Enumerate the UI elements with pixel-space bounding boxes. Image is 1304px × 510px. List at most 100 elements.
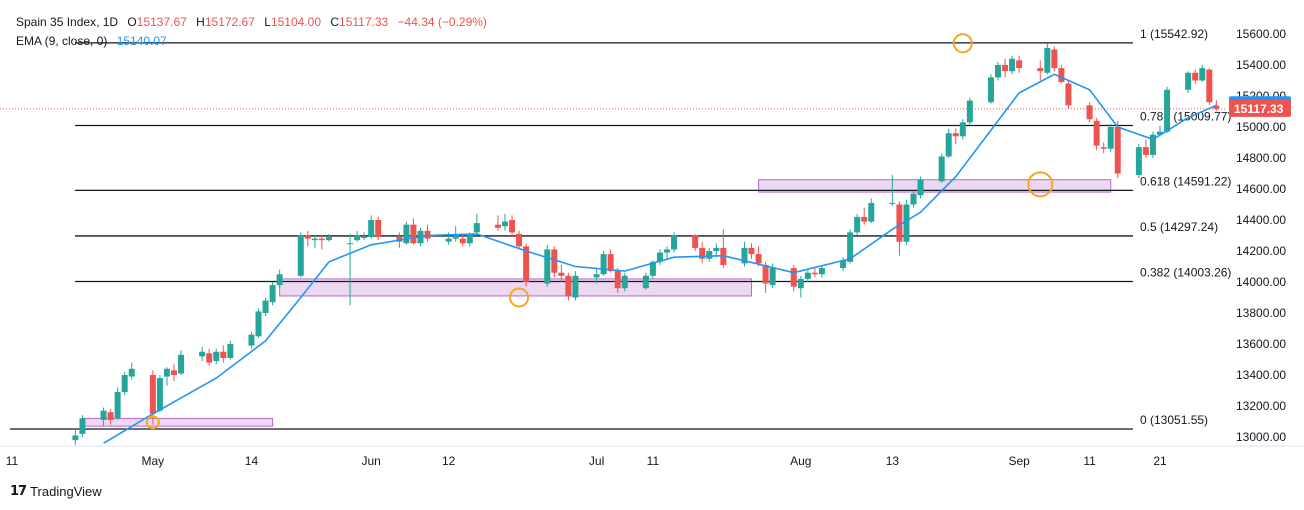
candle-body xyxy=(1149,134,1156,155)
candle-body xyxy=(572,275,579,298)
candle-body xyxy=(600,254,607,275)
x-tick-label: 21 xyxy=(1153,454,1167,468)
candle-body xyxy=(114,392,121,419)
y-tick-label: 15600.00 xyxy=(1236,27,1286,41)
chart-header: Spain 35 Index, 1D O15137.67 H15172.67 L… xyxy=(16,15,493,29)
candle-body xyxy=(938,156,945,182)
candle-body xyxy=(121,375,128,393)
x-tick-label: Aug xyxy=(790,454,811,468)
candle-body xyxy=(671,235,678,250)
candle-body xyxy=(1114,127,1121,174)
candle-body xyxy=(213,351,220,362)
candle-body xyxy=(656,252,663,262)
candle-body xyxy=(621,275,628,289)
candle-body xyxy=(325,237,332,241)
candle-body xyxy=(1100,147,1107,149)
y-tick-label: 13400.00 xyxy=(1236,368,1286,382)
candle-body xyxy=(220,351,227,358)
candle-body xyxy=(614,271,621,289)
fib-level-label: 0.5 (14297.24) xyxy=(1140,220,1218,234)
y-tick-label: 14200.00 xyxy=(1236,244,1286,258)
ohlc-open: O15137.67 xyxy=(127,15,187,29)
candle-body xyxy=(699,247,706,259)
candle-body xyxy=(494,224,501,228)
ema-label: EMA (9, close, 0) xyxy=(16,34,108,48)
candle-body xyxy=(1142,147,1149,155)
x-tick-label: 13 xyxy=(886,454,900,468)
y-tick-label: 13000.00 xyxy=(1236,430,1286,444)
candle-body xyxy=(368,220,375,238)
candle-body xyxy=(1065,83,1072,106)
fib-level-label: 0.382 (14003.26) xyxy=(1140,265,1231,279)
support-zone xyxy=(758,179,1112,193)
candle-body xyxy=(811,272,818,275)
candle-body xyxy=(100,410,107,420)
ema-legend[interactable]: EMA (9, close, 0) 15140.07 xyxy=(16,34,173,48)
candle-body xyxy=(1164,89,1171,132)
candle-body xyxy=(410,224,417,244)
candle-body xyxy=(354,235,361,241)
x-tick-label: 11 xyxy=(647,454,660,468)
y-tick-label: 14400.00 xyxy=(1236,213,1286,227)
candle-body xyxy=(199,351,206,357)
candle-body xyxy=(170,370,177,375)
candle-body xyxy=(607,254,614,272)
ohlc-change: −44.34 (−0.29%) xyxy=(397,15,487,29)
candle-body xyxy=(551,249,558,273)
candle-body xyxy=(987,77,994,103)
candle-body xyxy=(748,247,755,255)
candle-body xyxy=(649,261,656,276)
candle-body xyxy=(1016,60,1023,69)
candle-body xyxy=(565,275,572,296)
x-tick-label: May xyxy=(142,454,165,468)
tradingview-logo[interactable]: 17 TradingView xyxy=(10,484,102,499)
candle-body xyxy=(107,412,114,420)
candle-body xyxy=(1192,72,1199,81)
tradingview-wordmark: TradingView xyxy=(30,484,102,499)
candle-body xyxy=(248,334,255,346)
tradingview-logo-icon: 17 xyxy=(10,484,27,499)
candle-body xyxy=(156,378,163,411)
candle-body xyxy=(269,285,276,303)
symbol-title: Spain 35 Index, 1D xyxy=(16,15,119,29)
candle-body xyxy=(959,122,966,137)
candle-body xyxy=(163,368,170,377)
candle-body xyxy=(255,311,262,337)
candle-body xyxy=(466,233,473,244)
candle-body xyxy=(445,238,452,242)
candle-body xyxy=(297,235,304,276)
ema-value: 15140.07 xyxy=(116,34,167,48)
price-tag-label: 15117.33 xyxy=(1234,102,1284,116)
candle-body xyxy=(804,272,811,279)
candle-body xyxy=(1044,47,1051,73)
highlight-circle xyxy=(952,33,973,54)
candle-body xyxy=(459,238,466,244)
candle-body xyxy=(206,353,213,363)
ohlc-high: H15172.67 xyxy=(196,15,255,29)
candle-body xyxy=(79,418,86,434)
candle-body xyxy=(861,216,868,222)
candle-body xyxy=(347,243,354,245)
candle-body xyxy=(1185,72,1192,90)
candle-body xyxy=(1157,131,1163,135)
fib-level-label: 0.786 (15009.77) xyxy=(1140,109,1231,123)
candle-body xyxy=(713,247,720,251)
candle-body xyxy=(945,133,952,157)
candle-body xyxy=(1213,105,1220,109)
candle-body xyxy=(1002,65,1009,72)
fib-level-label: 1 (15542.92) xyxy=(1140,27,1208,41)
highlight-circle xyxy=(1027,171,1054,198)
highlight-circle xyxy=(509,287,530,308)
candle-body xyxy=(706,251,713,259)
ohlc-close: C15117.33 xyxy=(330,15,389,29)
candle-body xyxy=(642,275,649,289)
fib-level-label: 0 (13051.55) xyxy=(1140,413,1208,427)
y-tick-label: 13200.00 xyxy=(1236,399,1286,413)
candle-body xyxy=(558,272,565,276)
candle-body xyxy=(509,220,516,233)
candle-body xyxy=(544,249,551,284)
candle-body xyxy=(1009,58,1016,72)
candle-body xyxy=(889,202,896,204)
candle-body xyxy=(1051,49,1058,69)
